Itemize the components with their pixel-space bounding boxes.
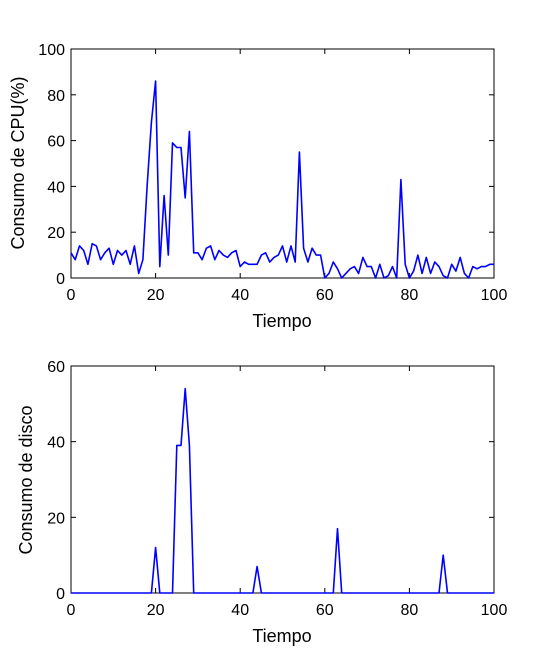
disk-y-tick-label: 60 [47, 359, 65, 376]
disk-y-axis-label: Consumo de disco [16, 405, 36, 554]
disk-x-axis-label: Tiempo [252, 626, 311, 646]
cpu-x-tick-label: 20 [147, 287, 165, 304]
disk-y-tick-label: 20 [47, 510, 65, 527]
disk-y-ticks: 0 20 40 60 [47, 359, 494, 603]
cpu-plot-area [70, 48, 495, 279]
disk-chart: 0 20 40 60 80 100 0 20 40 60 Tiempo Consumo de d… [16, 359, 507, 646]
disk-x-tick-label: 0 [67, 602, 76, 619]
disk-series-line [71, 387, 494, 594]
disk-x-tick-label: 80 [401, 602, 419, 619]
cpu-chart: 0 20 40 60 80 100 0 20 40 60 80 100 Tiempo Consumo… [8, 42, 507, 331]
cpu-y-tick-label: 60 [47, 134, 65, 151]
disk-x-ticks: 0 20 40 60 80 100 [67, 366, 508, 619]
cpu-x-tick-label: 40 [231, 287, 249, 304]
cpu-y-tick-label: 20 [47, 225, 65, 242]
cpu-x-tick-label: 80 [401, 287, 419, 304]
disk-x-tick-label: 60 [316, 602, 334, 619]
cpu-x-tick-label: 100 [481, 287, 508, 304]
cpu-x-tick-label: 0 [67, 287, 76, 304]
cpu-x-ticks: 0 20 40 60 80 100 [67, 49, 508, 304]
cpu-y-ticks: 0 20 40 60 80 100 [38, 42, 494, 288]
disk-x-tick-label: 20 [147, 602, 165, 619]
disk-y-tick-label: 0 [56, 586, 65, 603]
disk-y-tick-label: 40 [47, 435, 65, 452]
cpu-series-line [70, 80, 494, 279]
cpu-y-tick-label: 0 [56, 271, 65, 288]
cpu-y-axis-label: Consumo de CPU(%) [8, 76, 28, 249]
cpu-y-tick-label: 40 [47, 179, 65, 196]
disk-x-tick-label: 40 [231, 602, 249, 619]
cpu-y-tick-label: 100 [38, 42, 65, 59]
disk-x-tick-label: 100 [481, 602, 508, 619]
cpu-x-axis-label: Tiempo [252, 311, 311, 331]
cpu-y-tick-label: 80 [47, 88, 65, 105]
cpu-x-tick-label: 60 [316, 287, 334, 304]
disk-plot-area [70, 365, 495, 594]
